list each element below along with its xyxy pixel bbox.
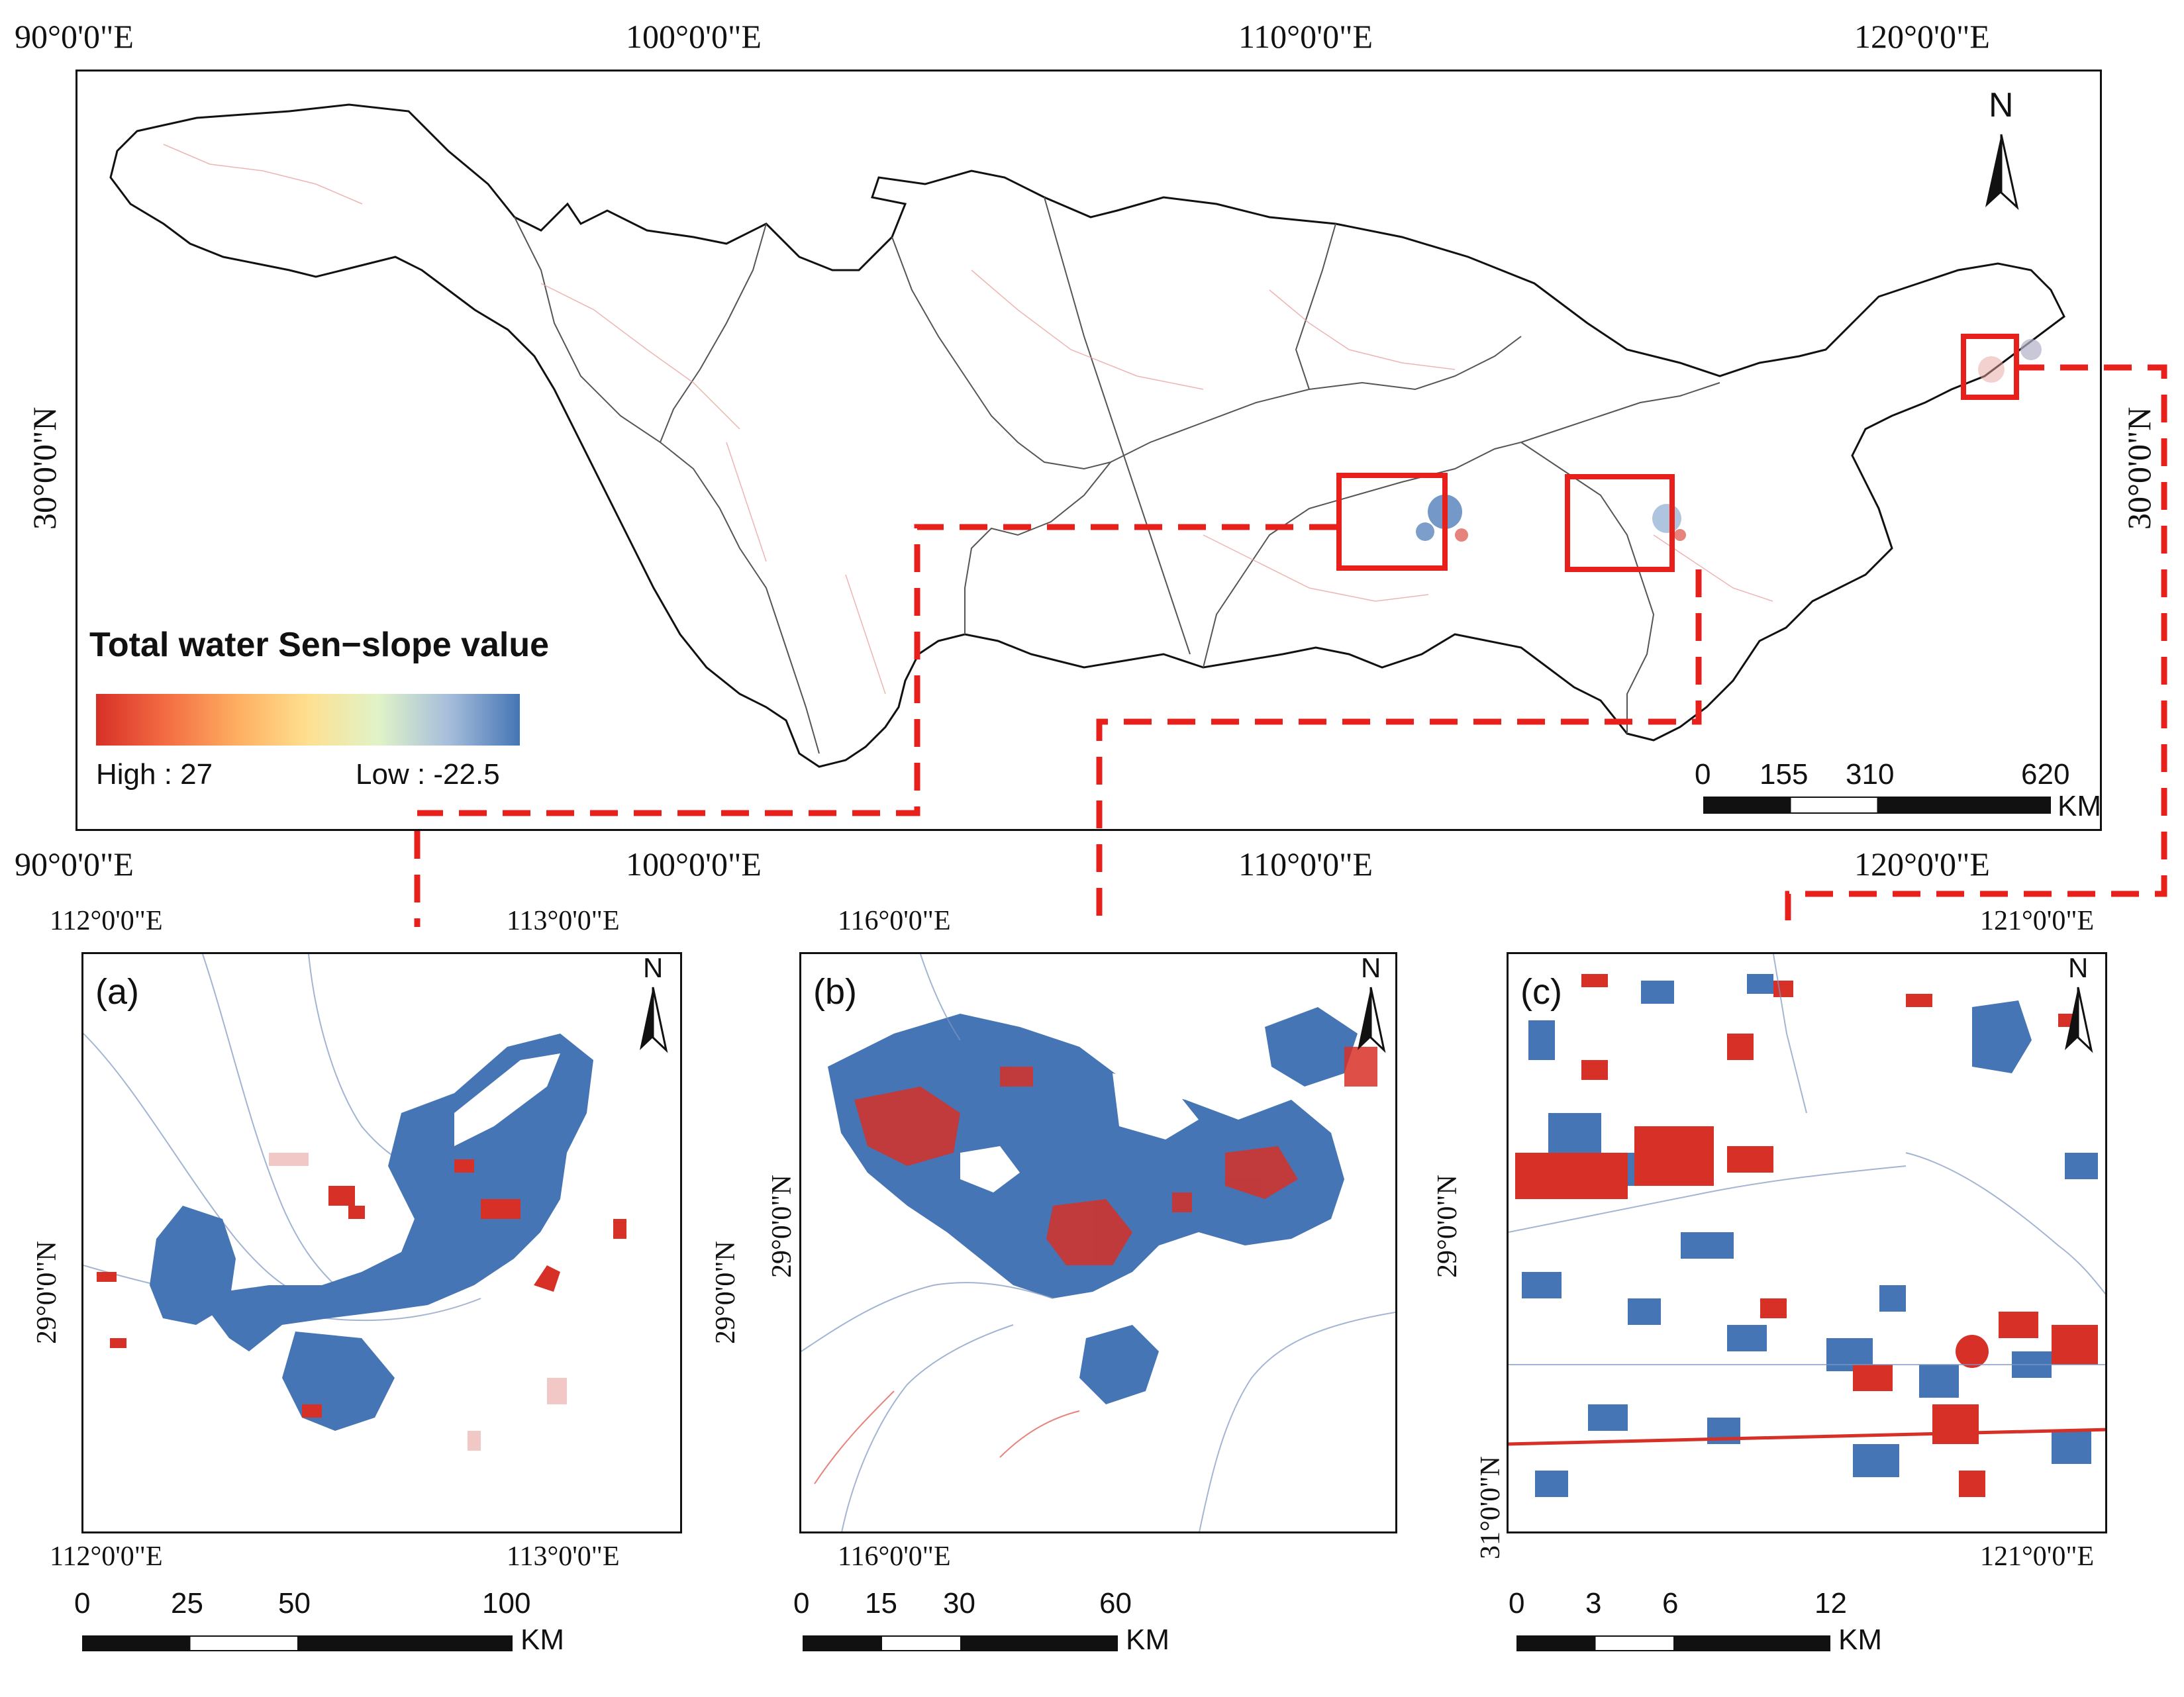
main-right-lat-30: 30°0'0"N — [2120, 407, 2158, 530]
inset-a-scale-tick-25: 25 — [171, 1587, 203, 1620]
inset-c-top-lon: 121°0'0"E — [1980, 906, 2095, 936]
subbasin-line-10 — [660, 223, 767, 443]
main-left-lat-30: 30°0'0"N — [26, 407, 63, 530]
legend-title: Total water Sen−slope value — [89, 626, 550, 664]
inset-c-scale-tick-6: 6 — [1662, 1587, 1679, 1620]
main-bottom-lon-100: 100°0'0"E — [626, 846, 762, 883]
inset-b-scale-tick-60: 60 — [1099, 1587, 1132, 1620]
inset-b-tag: (b) — [813, 972, 857, 1012]
main-bottom-lon-110: 110°0'0"E — [1238, 846, 1373, 883]
inset-c-bottom-lon: 121°0'0"E — [1980, 1541, 2095, 1572]
inset-c-north-arrow — [2065, 987, 2093, 1053]
subbasin-line-9 — [1295, 223, 1336, 390]
inset-c-scale-unit: KM — [1838, 1624, 1882, 1656]
main-north-arrow — [1985, 134, 2019, 211]
inset-a-right-lat: 29°0'0"N — [711, 1241, 741, 1344]
main-scale-tick-310: 310 — [1846, 758, 1895, 791]
main-scale-tick-0: 0 — [1695, 758, 1711, 791]
inset-b-top-lon: 116°0'0"E — [838, 906, 951, 936]
main-top-lon-110: 110°0'0"E — [1238, 18, 1373, 55]
highlight-box-a — [1336, 473, 1448, 571]
inset-a-map — [83, 954, 668, 1451]
inset-a-scale-tick-0: 0 — [74, 1587, 91, 1620]
inset-b-scale-tick-15: 15 — [865, 1587, 897, 1620]
river-1 — [163, 144, 363, 205]
lake-east-blue — [1265, 1007, 1358, 1087]
main-north-label: N — [1989, 86, 2014, 124]
inset-c-scale-tick-0: 0 — [1509, 1587, 1525, 1620]
main-scale-tick-620: 620 — [2021, 758, 2070, 791]
inset-c-map — [1509, 954, 2105, 1497]
inset-b-scale-tick-30: 30 — [943, 1587, 975, 1620]
inset-a-scale-unit: KM — [521, 1624, 564, 1656]
inset-b-left-lat: 29°0'0"N — [767, 1175, 797, 1278]
inset-a-scale-tick-50: 50 — [278, 1587, 311, 1620]
inset-a-tag: (a) — [95, 972, 139, 1012]
main-bottom-lon-120: 120°0'0"E — [1854, 846, 1990, 883]
lake-south-blue — [282, 1332, 395, 1431]
main-bottom-lon-90: 90°0'0"E — [15, 846, 134, 883]
inset-a-north-arrow — [640, 987, 668, 1053]
inset-a-bottom-lon-113: 113°0'0"E — [507, 1541, 620, 1572]
inset-a-bottom-lon-112: 112°0'0"E — [50, 1541, 163, 1572]
main-top-lon-120: 120°0'0"E — [1854, 18, 1990, 55]
river-3 — [971, 269, 1204, 390]
river-2 — [540, 283, 740, 430]
inset-b-map — [801, 954, 1395, 1531]
inset-b-north-arrow — [1358, 987, 1386, 1053]
inset-c-frame: (c) N — [1507, 952, 2107, 1533]
legend-color-ramp — [96, 694, 520, 746]
main-scale-tick-155: 155 — [1760, 758, 1809, 791]
inset-a-top-lon-112: 112°0'0"E — [50, 906, 163, 936]
subbasin-line-4 — [1110, 336, 1522, 463]
inset-a-north-label: N — [643, 952, 664, 983]
subbasin-line-2 — [891, 236, 1111, 470]
inset-c-scale-tick-12: 12 — [1814, 1587, 1847, 1620]
main-map-frame: Total water Sen−slope value High : 27 Lo… — [75, 70, 2102, 831]
inset-c-scale-tick-3: 3 — [1585, 1587, 1602, 1620]
inset-a-frame: (a) N — [81, 952, 682, 1533]
lake-west-blue — [150, 1206, 236, 1325]
inset-b-north-label: N — [1361, 952, 1381, 983]
lake-inner-white — [454, 1053, 560, 1146]
inset-a-top-lon-113: 113°0'0"E — [507, 906, 620, 936]
main-scale-unit: KM — [2058, 790, 2101, 822]
subbasin-line-7 — [1520, 382, 1720, 443]
inset-c-north-label: N — [2068, 952, 2089, 983]
inset-b-scale-unit: KM — [1126, 1624, 1169, 1656]
basin-outline — [109, 103, 2065, 768]
inset-c-left-lat: 31°0'0"N — [1475, 1456, 1506, 1559]
inset-b-scale-tick-0: 0 — [793, 1587, 810, 1620]
main-top-lon-90: 90°0'0"E — [15, 18, 134, 55]
inset-b-frame: (b) N — [799, 952, 1397, 1533]
inset-a-scale-tick-100: 100 — [482, 1587, 531, 1620]
main-top-lon-100: 100°0'0"E — [626, 18, 762, 55]
legend-high-label: High : 27 — [96, 758, 213, 791]
legend-low-label: Low : -22.5 — [356, 758, 500, 791]
inset-c-tag: (c) — [1520, 972, 1562, 1012]
inset-b-right-lat: 29°0'0"N — [1432, 1175, 1463, 1278]
river-4 — [1269, 289, 1456, 370]
inset-a-left-lat: 29°0'0"N — [32, 1241, 62, 1344]
inset-b-bottom-lon: 116°0'0"E — [838, 1541, 951, 1572]
lake-south-blue — [1079, 1325, 1159, 1404]
lake-body-blue — [828, 1014, 1344, 1298]
